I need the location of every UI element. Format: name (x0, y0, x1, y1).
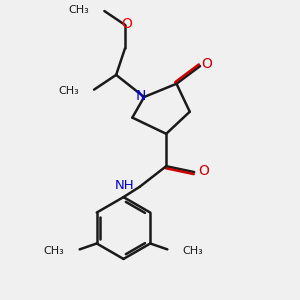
Text: NH: NH (115, 179, 134, 192)
Text: CH₃: CH₃ (58, 86, 79, 96)
Text: N: N (136, 88, 146, 103)
Text: CH₃: CH₃ (68, 4, 89, 14)
Text: O: O (121, 17, 132, 31)
Text: O: O (198, 164, 209, 178)
Text: O: O (201, 57, 212, 71)
Text: CH₃: CH₃ (44, 246, 64, 256)
Text: CH₃: CH₃ (183, 246, 203, 256)
